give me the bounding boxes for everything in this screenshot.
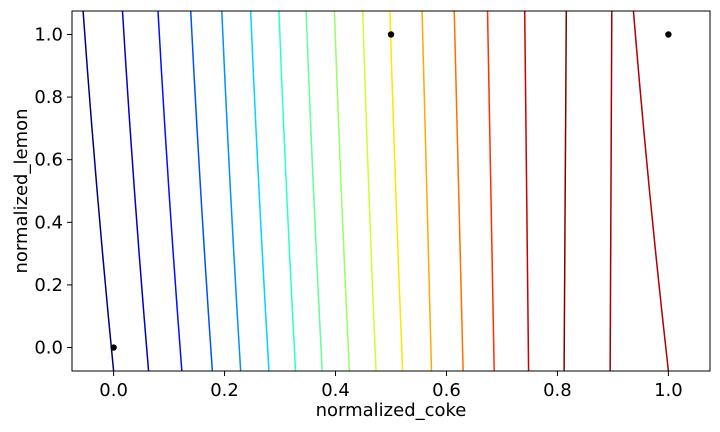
y-tick-label: 0.6 bbox=[34, 150, 63, 171]
contour-line-18 bbox=[632, 11, 670, 371]
y-tick-label: 0.2 bbox=[34, 275, 63, 296]
y-tick-label: 0.4 bbox=[34, 212, 63, 233]
x-axis-label: normalized_coke bbox=[316, 400, 467, 421]
contour-line-16 bbox=[563, 11, 568, 371]
contour-line-3 bbox=[157, 11, 183, 371]
contour-line-6 bbox=[249, 11, 270, 371]
x-axis-ticks: 0.0 0.2 0.4 0.6 0.8 1.0 bbox=[99, 371, 683, 401]
data-point-1 bbox=[110, 344, 117, 351]
x-tick-label: 1.0 bbox=[654, 380, 683, 401]
plot-frame bbox=[71, 10, 711, 372]
y-tick-label: 0.0 bbox=[34, 338, 63, 359]
contour-line-7 bbox=[278, 11, 297, 371]
y-tick-label: 1.0 bbox=[34, 24, 63, 45]
contour-line-9 bbox=[333, 11, 351, 371]
x-tick-label: 0.6 bbox=[432, 380, 461, 401]
data-point-3 bbox=[665, 31, 672, 38]
x-tick-label: 0.8 bbox=[543, 380, 572, 401]
contour-line-10 bbox=[361, 11, 377, 371]
y-axis-ticks: 0.0 0.2 0.4 0.6 0.8 1.0 bbox=[34, 24, 72, 359]
contour-lines bbox=[82, 11, 670, 371]
contour-line-12 bbox=[421, 11, 433, 371]
y-axis-label: normalized_lemon bbox=[11, 108, 32, 273]
y-tick-label: 0.8 bbox=[34, 87, 63, 108]
contour-line-14 bbox=[486, 11, 495, 371]
x-tick-label: 0.0 bbox=[99, 380, 128, 401]
contour-line-15 bbox=[523, 11, 530, 371]
data-point-2 bbox=[387, 31, 395, 38]
contour-line-1 bbox=[82, 11, 115, 371]
contour-line-8 bbox=[305, 11, 323, 371]
x-tick-label: 0.2 bbox=[210, 380, 239, 401]
contour-line-5 bbox=[221, 11, 242, 371]
contour-line-2 bbox=[121, 11, 150, 371]
contour-line-17 bbox=[609, 11, 613, 371]
x-tick-label: 0.4 bbox=[321, 380, 350, 401]
contour-line-4 bbox=[189, 11, 214, 371]
contour-line-13 bbox=[453, 11, 464, 371]
data-points bbox=[110, 31, 672, 351]
contour-line-11 bbox=[389, 11, 404, 371]
